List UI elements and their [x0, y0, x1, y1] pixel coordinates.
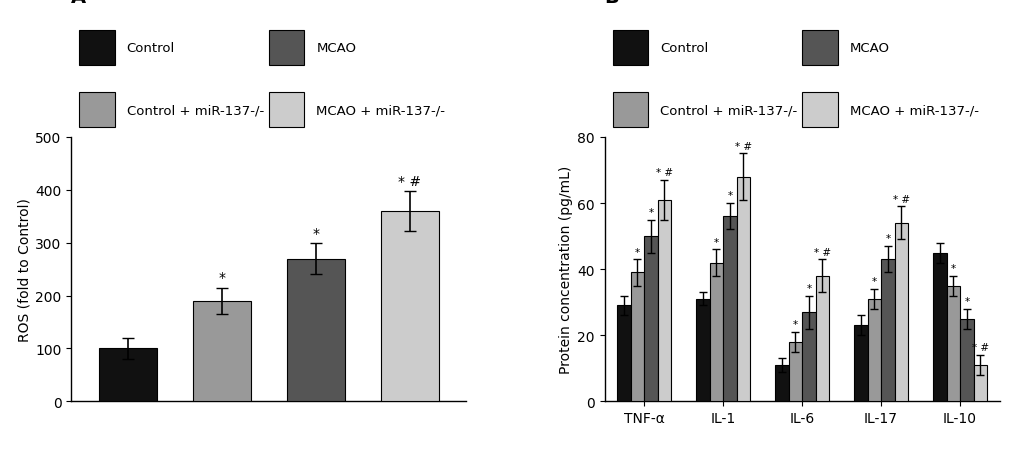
Text: *: * [634, 247, 639, 257]
Text: *: * [648, 207, 653, 217]
Bar [612, 93, 647, 128]
Text: MCAO: MCAO [316, 42, 356, 55]
Bar [867, 299, 880, 401]
Text: Control: Control [659, 42, 707, 55]
Text: *: * [727, 191, 732, 201]
Text: *: * [963, 296, 968, 306]
Bar [79, 31, 115, 66]
Text: *: * [950, 263, 955, 273]
Text: Control + miR-137-/-: Control + miR-137-/- [126, 104, 264, 117]
Text: MCAO + miR-137-/-: MCAO + miR-137-/- [849, 104, 977, 117]
Bar [946, 286, 959, 401]
Bar [709, 263, 722, 401]
Bar [380, 212, 438, 401]
Text: MCAO: MCAO [849, 42, 889, 55]
Bar [696, 299, 709, 401]
Text: *: * [871, 276, 876, 287]
Bar [959, 319, 972, 401]
Bar [880, 260, 894, 401]
Bar [853, 326, 867, 401]
Text: *: * [713, 237, 718, 247]
Text: * #: * # [734, 142, 751, 152]
Bar [630, 273, 643, 401]
Bar [286, 259, 344, 401]
Text: *: * [312, 226, 319, 240]
Bar [269, 93, 304, 128]
Y-axis label: Protein concentration (pg/mL): Protein concentration (pg/mL) [558, 166, 573, 373]
Bar [801, 31, 837, 66]
Text: *: * [884, 234, 890, 244]
Text: *: * [805, 283, 810, 293]
Text: *: * [218, 271, 225, 285]
Bar [894, 223, 907, 401]
Text: Control + miR-137-/-: Control + miR-137-/- [659, 104, 797, 117]
Bar [193, 301, 251, 401]
Bar [788, 342, 801, 401]
Text: * #: * # [398, 175, 421, 188]
Bar [79, 93, 115, 128]
Text: * #: * # [655, 168, 673, 178]
Bar [657, 200, 671, 401]
Text: Control: Control [126, 42, 175, 55]
Bar [736, 177, 749, 401]
Bar [612, 31, 647, 66]
Text: MCAO + miR-137-/-: MCAO + miR-137-/- [316, 104, 445, 117]
Bar [722, 217, 736, 401]
Text: A: A [71, 0, 87, 7]
Text: * #: * # [971, 343, 987, 353]
Bar [643, 236, 657, 401]
Text: B: B [604, 0, 619, 7]
Bar [616, 306, 630, 401]
Bar [801, 313, 815, 401]
Bar [972, 365, 986, 401]
Text: * #: * # [813, 247, 830, 257]
Text: *: * [792, 320, 797, 330]
Bar [801, 93, 837, 128]
Y-axis label: ROS (fold to Control): ROS (fold to Control) [17, 198, 32, 341]
Bar [932, 253, 946, 401]
Bar [815, 276, 828, 401]
Bar [269, 31, 304, 66]
Bar [99, 349, 157, 401]
Bar [774, 365, 788, 401]
Text: * #: * # [892, 194, 909, 204]
